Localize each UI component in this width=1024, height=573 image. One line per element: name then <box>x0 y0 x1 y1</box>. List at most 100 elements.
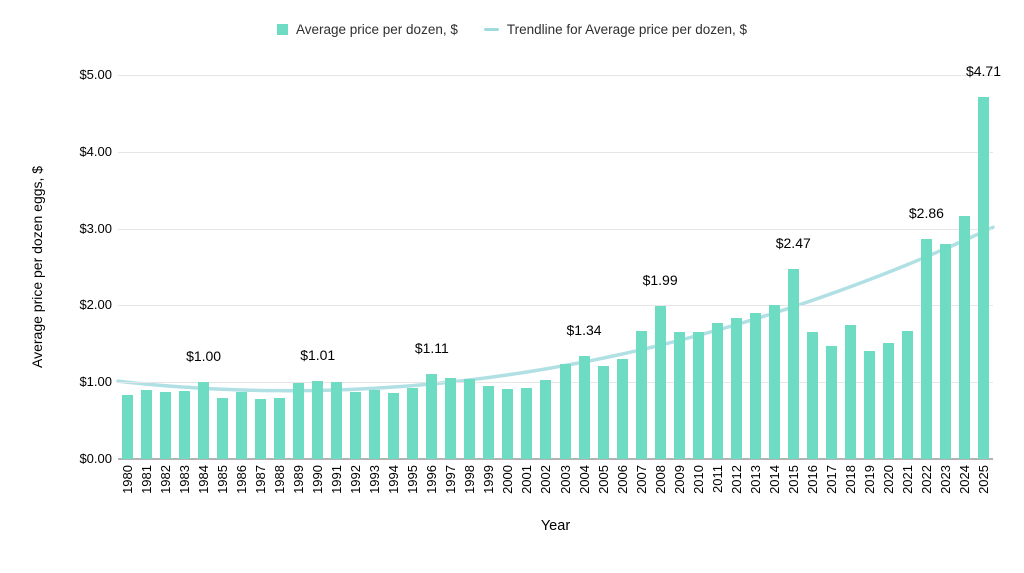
x-axis-line <box>118 458 993 460</box>
bar-1990 <box>312 381 324 459</box>
gridline-4.00 <box>118 151 993 153</box>
x-tick-label: 2010 <box>690 465 706 494</box>
bar-2003 <box>559 363 571 459</box>
x-tick-label: 2022 <box>918 465 934 494</box>
x-tick-label: 1985 <box>215 465 231 494</box>
x-tick-2007: 2007 <box>633 465 649 494</box>
bar-1984 <box>198 382 210 459</box>
bar-1992 <box>350 392 362 459</box>
x-tick-1984: 1984 <box>196 465 212 494</box>
x-tick-2016: 2016 <box>804 465 820 494</box>
bar-2011 <box>711 323 723 459</box>
legend-series-label: Average price per dozen, $ <box>295 22 458 37</box>
x-tick-label: 2009 <box>671 465 687 494</box>
y-tick-label: $5.00 <box>79 67 112 82</box>
x-tick-label: 2008 <box>652 465 668 494</box>
x-tick-2012: 2012 <box>728 465 744 494</box>
y-tick-label: $4.00 <box>79 143 112 159</box>
x-tick-1986: 1986 <box>234 465 250 494</box>
bar-2023 <box>939 243 951 459</box>
x-tick-2018: 2018 <box>842 465 858 494</box>
x-tick-1999: 1999 <box>481 465 497 494</box>
x-tick-label: 2006 <box>614 465 630 494</box>
x-tick-2006: 2006 <box>614 465 630 494</box>
x-tick-label: 2013 <box>747 465 763 494</box>
x-tick-label: 2001 <box>519 465 535 494</box>
bar-2020 <box>882 343 894 459</box>
trendline-curve <box>116 225 995 393</box>
legend-trendline-label: Trendline for Average price per dozen, $ <box>506 22 747 37</box>
x-tick-label: 2021 <box>899 465 915 494</box>
bar-1991 <box>331 382 343 459</box>
x-tick-label: 2003 <box>557 465 573 494</box>
bar-1986 <box>236 392 248 459</box>
bar-1994 <box>388 392 400 459</box>
bar-2014 <box>768 304 780 459</box>
x-tick-label: 2015 <box>785 465 801 494</box>
x-tick-2003: 2003 <box>557 465 573 494</box>
x-tick-label: 1986 <box>234 465 250 494</box>
x-tick-label: 2016 <box>804 465 820 494</box>
x-axis-title: Year <box>540 518 571 534</box>
x-tick-1995: 1995 <box>405 465 421 494</box>
x-tick-label: 1995 <box>405 465 421 494</box>
bar-2000 <box>502 389 514 459</box>
x-tick-label: 2004 <box>576 465 592 494</box>
x-tick-label: 1992 <box>348 465 364 494</box>
bar-2004 <box>578 356 590 459</box>
bar-2012 <box>730 317 742 459</box>
x-tick-label: 2018 <box>842 465 858 494</box>
bar-1983 <box>179 390 191 459</box>
bar-1993 <box>369 389 381 459</box>
bar-2018 <box>844 325 856 459</box>
x-tick-2013: 2013 <box>747 465 763 494</box>
x-tick-label: 2023 <box>937 465 953 494</box>
legend-item-trendline: Trendline for Average price per dozen, $ <box>483 22 747 37</box>
x-tick-2010: 2010 <box>690 465 706 494</box>
x-tick-label: 2014 <box>766 465 782 494</box>
x-tick-label: 2024 <box>956 465 972 494</box>
x-tick-1991: 1991 <box>329 465 345 494</box>
x-tick-2022: 2022 <box>918 465 934 494</box>
y-axis-title: Average price per dozen eggs, $ <box>29 165 45 369</box>
bar-1999 <box>483 386 495 459</box>
x-tick-label: 2005 <box>595 465 611 494</box>
x-tick-label: 1996 <box>424 465 440 494</box>
chart-legend: Average price per dozen, $ Trendline for… <box>0 22 1024 37</box>
bar-1988 <box>274 398 286 459</box>
y-tick-label: $1.00 <box>79 374 112 390</box>
bar-2019 <box>863 351 875 459</box>
bar-2005 <box>597 366 609 459</box>
y-tick-label: $3.00 <box>79 220 112 236</box>
x-tick-label: 2012 <box>728 465 744 494</box>
x-tick-label: 2025 <box>975 465 991 494</box>
bar-2010 <box>692 331 704 459</box>
bar-1998 <box>464 379 476 459</box>
x-tick-label: 1993 <box>367 465 383 494</box>
x-tick-2015: 2015 <box>785 465 801 494</box>
x-tick-1998: 1998 <box>462 465 478 494</box>
x-tick-2017: 2017 <box>823 465 839 494</box>
x-tick-2001: 2001 <box>519 465 535 494</box>
gridline-3.00 <box>118 228 993 230</box>
bar-2008 <box>654 306 666 459</box>
bar-1987 <box>255 399 267 459</box>
trendline-swatch-icon <box>483 27 499 32</box>
bar-1989 <box>293 382 305 459</box>
x-tick-1996: 1996 <box>424 465 440 494</box>
value-label-2025: $4.71 <box>965 63 1001 80</box>
x-tick-label: 1998 <box>462 465 478 494</box>
trendline-path <box>116 225 995 393</box>
bar-2009 <box>673 331 685 459</box>
bar-1982 <box>160 392 172 459</box>
value-label-2022: $2.86 <box>908 205 944 222</box>
value-label-2015: $2.47 <box>775 235 811 252</box>
x-tick-label: 2017 <box>823 465 839 494</box>
x-tick-1989: 1989 <box>291 465 307 494</box>
x-tick-label: 2007 <box>633 465 649 494</box>
x-tick-2023: 2023 <box>937 465 953 494</box>
bar-1997 <box>445 377 457 459</box>
x-tick-2021: 2021 <box>899 465 915 494</box>
x-tick-label: 2011 <box>709 465 725 493</box>
bar-1985 <box>217 397 229 459</box>
